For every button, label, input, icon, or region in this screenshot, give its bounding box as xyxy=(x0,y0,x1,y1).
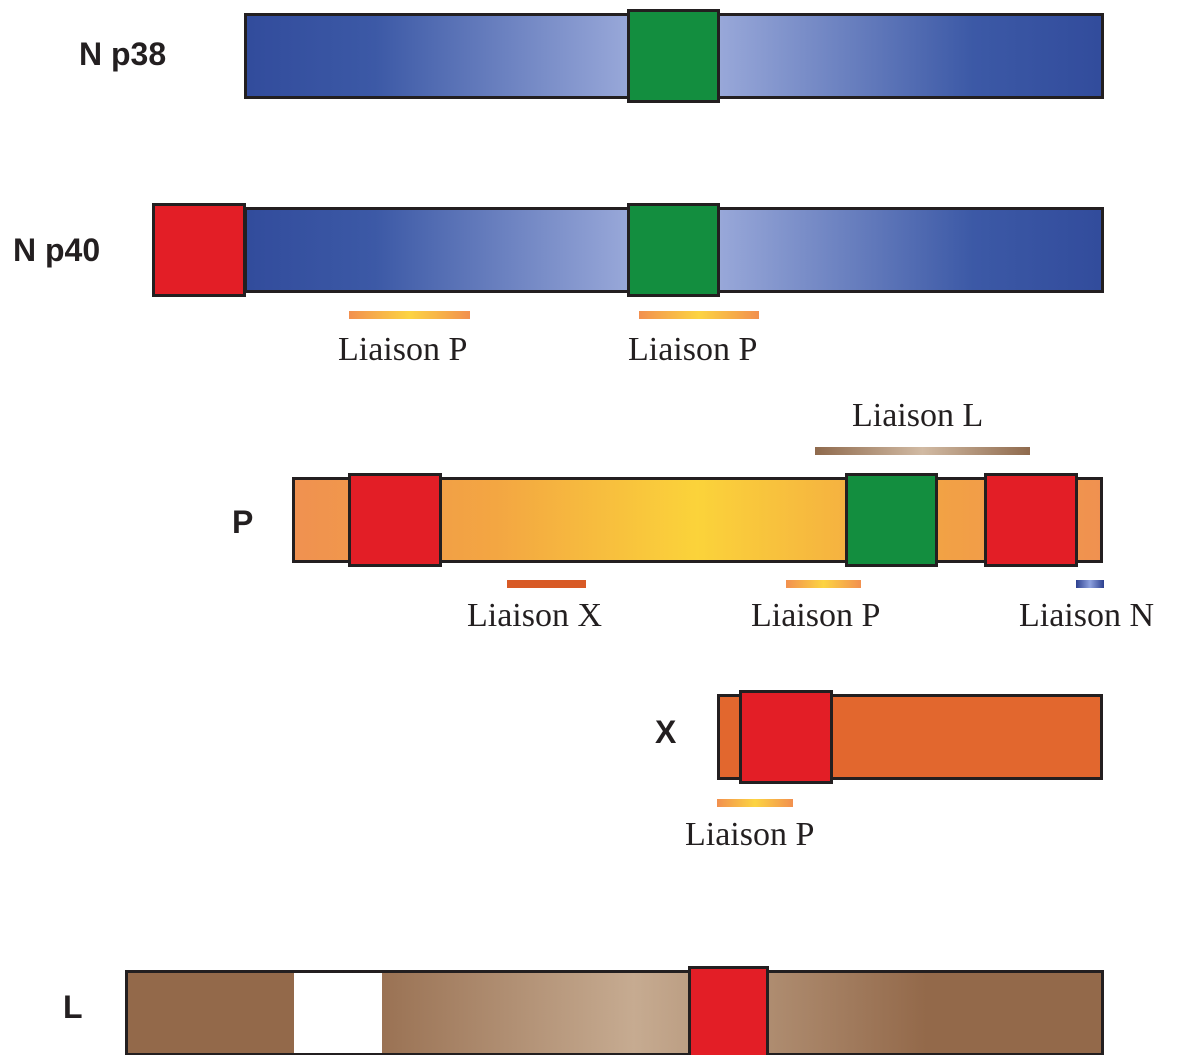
n-p40-red-domain xyxy=(152,203,246,297)
p-label: P xyxy=(232,504,254,540)
n-p40-green-domain xyxy=(627,203,720,297)
p-binding-top-line xyxy=(815,447,1030,455)
p-binding-line-n xyxy=(1076,580,1104,588)
x-red-domain xyxy=(739,690,833,784)
x-binding-label-p: Liaison P xyxy=(685,816,815,853)
x-label: X xyxy=(655,714,677,750)
p-binding-label-p: Liaison P xyxy=(751,597,881,634)
n-p40-binding-label-1: Liaison P xyxy=(338,331,468,368)
p-green-domain xyxy=(845,473,938,567)
n-p38-label: N p38 xyxy=(79,36,167,72)
l-gap-dashed-top xyxy=(292,970,384,973)
p-binding-line-p xyxy=(786,580,861,588)
p-red-domain-1 xyxy=(348,473,442,567)
l-gap xyxy=(294,973,382,1053)
n-p40-binding-line-2 xyxy=(639,311,759,319)
p-red-domain-2 xyxy=(984,473,1078,567)
l-red-domain xyxy=(688,966,769,1055)
p-binding-label-n: Liaison N xyxy=(1019,597,1155,634)
n-p38-green-domain xyxy=(627,9,720,103)
p-binding-top-label: Liaison L xyxy=(852,397,984,434)
p-binding-line-x xyxy=(507,580,586,588)
n-p40-binding-label-2: Liaison P xyxy=(628,331,758,368)
n-p40-label: N p40 xyxy=(13,232,101,268)
x-binding-line-p xyxy=(717,799,793,807)
l-label: L xyxy=(63,989,83,1025)
p-binding-label-x: Liaison X xyxy=(467,597,603,634)
n-p40-binding-line-1 xyxy=(349,311,470,319)
l-bar xyxy=(125,970,1104,1055)
l-gap-dashed-bottom xyxy=(292,1053,384,1055)
